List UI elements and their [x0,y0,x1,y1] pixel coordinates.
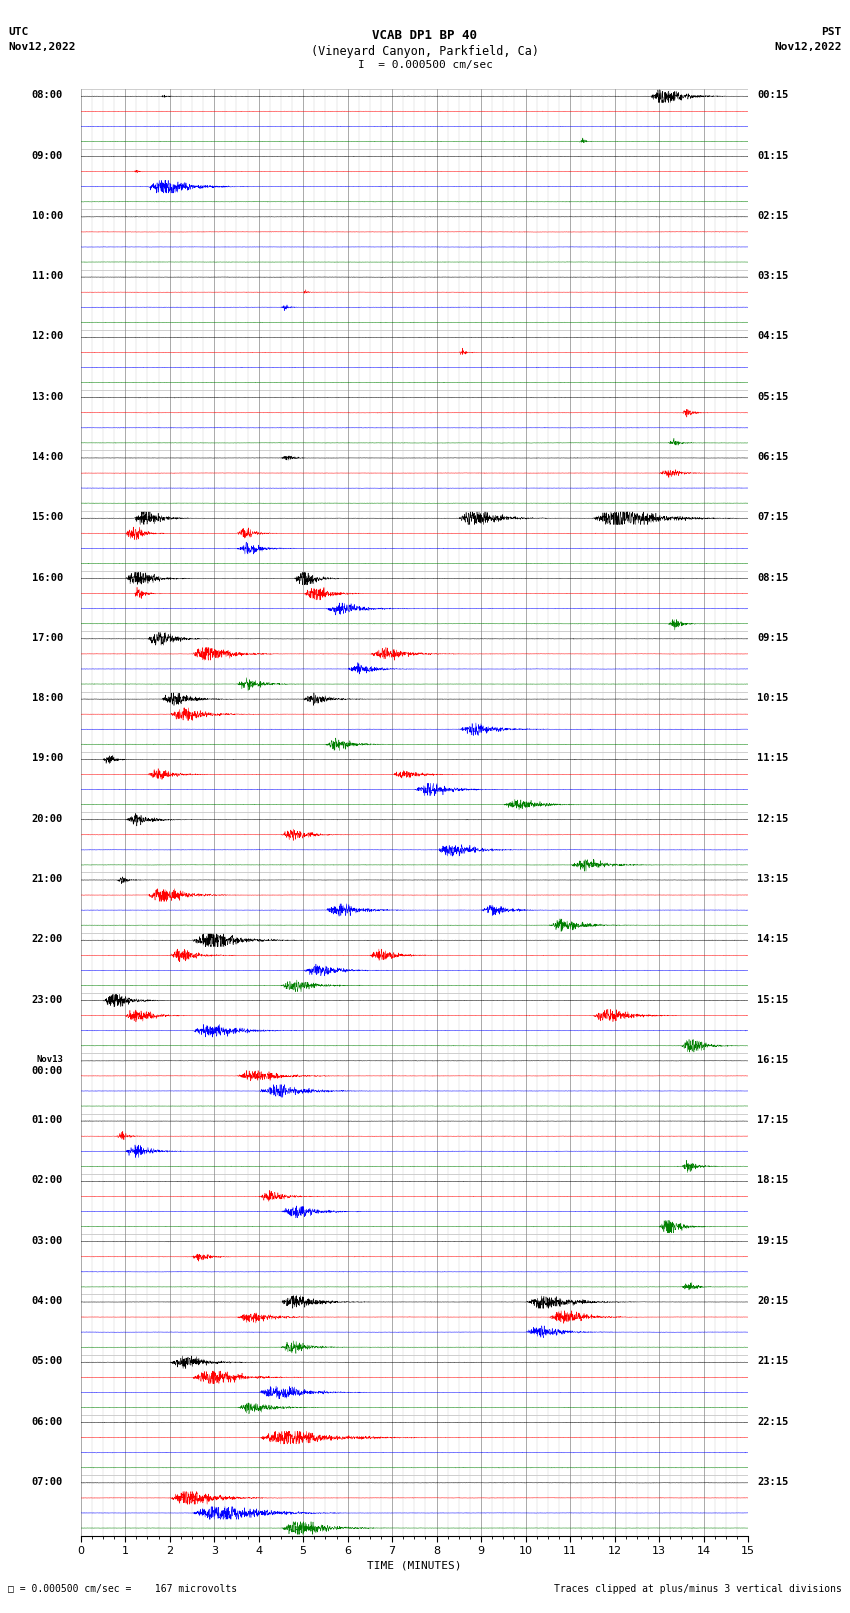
Text: 12:15: 12:15 [756,813,788,824]
Text: 04:00: 04:00 [31,1295,63,1307]
Text: 01:15: 01:15 [756,150,788,161]
Text: 10:15: 10:15 [756,694,788,703]
Text: 23:15: 23:15 [756,1478,788,1487]
X-axis label: TIME (MINUTES): TIME (MINUTES) [367,1560,462,1569]
Text: 06:15: 06:15 [756,452,788,461]
Text: 10:00: 10:00 [31,211,63,221]
Text: □ = 0.000500 cm/sec =    167 microvolts: □ = 0.000500 cm/sec = 167 microvolts [8,1584,238,1594]
Text: 03:00: 03:00 [31,1236,63,1245]
Text: 08:15: 08:15 [756,573,788,582]
Text: 09:15: 09:15 [756,632,788,644]
Text: 00:00: 00:00 [31,1066,63,1076]
Text: 13:00: 13:00 [31,392,63,402]
Text: 20:15: 20:15 [756,1295,788,1307]
Text: 01:00: 01:00 [31,1115,63,1126]
Text: PST: PST [821,27,842,37]
Text: Nov12,2022: Nov12,2022 [8,42,76,52]
Text: I  = 0.000500 cm/sec: I = 0.000500 cm/sec [358,60,492,69]
Text: Traces clipped at plus/minus 3 vertical divisions: Traces clipped at plus/minus 3 vertical … [553,1584,842,1594]
Text: VCAB DP1 BP 40: VCAB DP1 BP 40 [372,29,478,42]
Text: (Vineyard Canyon, Parkfield, Ca): (Vineyard Canyon, Parkfield, Ca) [311,45,539,58]
Text: 05:00: 05:00 [31,1357,63,1366]
Text: 00:15: 00:15 [756,90,788,100]
Text: 22:15: 22:15 [756,1416,788,1426]
Text: 21:15: 21:15 [756,1357,788,1366]
Text: 19:00: 19:00 [31,753,63,763]
Text: 05:15: 05:15 [756,392,788,402]
Text: 12:00: 12:00 [31,331,63,342]
Text: 16:15: 16:15 [756,1055,788,1065]
Text: 18:00: 18:00 [31,694,63,703]
Text: 11:00: 11:00 [31,271,63,281]
Text: 20:00: 20:00 [31,813,63,824]
Text: 14:00: 14:00 [31,452,63,461]
Text: 18:15: 18:15 [756,1176,788,1186]
Text: 15:15: 15:15 [756,995,788,1005]
Text: 11:15: 11:15 [756,753,788,763]
Text: 17:00: 17:00 [31,632,63,644]
Text: 02:00: 02:00 [31,1176,63,1186]
Text: 06:00: 06:00 [31,1416,63,1426]
Text: 23:00: 23:00 [31,995,63,1005]
Text: 02:15: 02:15 [756,211,788,221]
Text: 08:00: 08:00 [31,90,63,100]
Text: 07:00: 07:00 [31,1478,63,1487]
Text: 22:00: 22:00 [31,934,63,944]
Text: 14:15: 14:15 [756,934,788,944]
Text: 16:00: 16:00 [31,573,63,582]
Text: 17:15: 17:15 [756,1115,788,1126]
Text: 04:15: 04:15 [756,331,788,342]
Text: UTC: UTC [8,27,29,37]
Text: 13:15: 13:15 [756,874,788,884]
Text: 09:00: 09:00 [31,150,63,161]
Text: Nov12,2022: Nov12,2022 [774,42,842,52]
Text: 21:00: 21:00 [31,874,63,884]
Text: Nov13: Nov13 [36,1055,63,1065]
Text: 07:15: 07:15 [756,513,788,523]
Text: 15:00: 15:00 [31,513,63,523]
Text: 03:15: 03:15 [756,271,788,281]
Text: 19:15: 19:15 [756,1236,788,1245]
